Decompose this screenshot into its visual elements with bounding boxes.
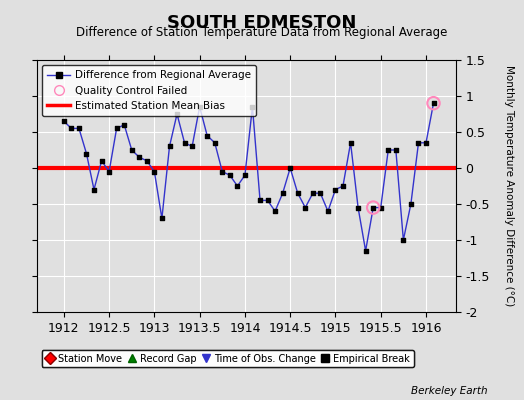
Point [248,104,257,110]
Point [324,208,332,214]
Point [165,143,173,150]
Text: Difference of Station Temperature Data from Regional Average: Difference of Station Temperature Data f… [77,26,447,39]
Point [105,168,113,175]
Point [407,201,415,207]
Point [143,158,151,164]
Point [241,172,249,178]
Point [331,186,340,193]
Point [127,147,136,153]
Point [158,215,166,222]
Point [391,147,400,153]
Point [195,104,204,110]
Point [135,154,144,160]
Point [97,158,106,164]
Point [203,132,211,139]
Point [233,183,242,189]
Point [414,140,423,146]
Legend: Station Move, Record Gap, Time of Obs. Change, Empirical Break: Station Move, Record Gap, Time of Obs. C… [41,350,414,367]
Point [346,140,355,146]
Point [377,204,385,211]
Point [309,190,317,196]
Point [180,140,189,146]
Point [256,197,264,204]
Point [369,204,377,211]
Text: Berkeley Earth: Berkeley Earth [411,386,487,396]
Point [82,150,91,157]
Y-axis label: Monthly Temperature Anomaly Difference (°C): Monthly Temperature Anomaly Difference (… [504,65,514,307]
Point [429,100,438,106]
Point [90,186,98,193]
Point [271,208,279,214]
Text: SOUTH EDMESTON: SOUTH EDMESTON [167,14,357,32]
Point [422,140,430,146]
Point [399,237,408,243]
Point [188,143,196,150]
Point [173,111,181,117]
Point [60,118,68,124]
Point [316,190,324,196]
Point [369,204,377,211]
Point [362,248,370,254]
Point [286,165,294,171]
Point [226,172,234,178]
Point [384,147,392,153]
Point [67,125,75,132]
Point [301,204,310,211]
Point [293,190,302,196]
Point [429,100,438,106]
Point [211,140,219,146]
Point [264,197,272,204]
Point [354,204,362,211]
Point [278,190,287,196]
Point [218,168,226,175]
Point [75,125,83,132]
Point [150,168,159,175]
Point [339,183,347,189]
Point [120,122,128,128]
Point [113,125,121,132]
